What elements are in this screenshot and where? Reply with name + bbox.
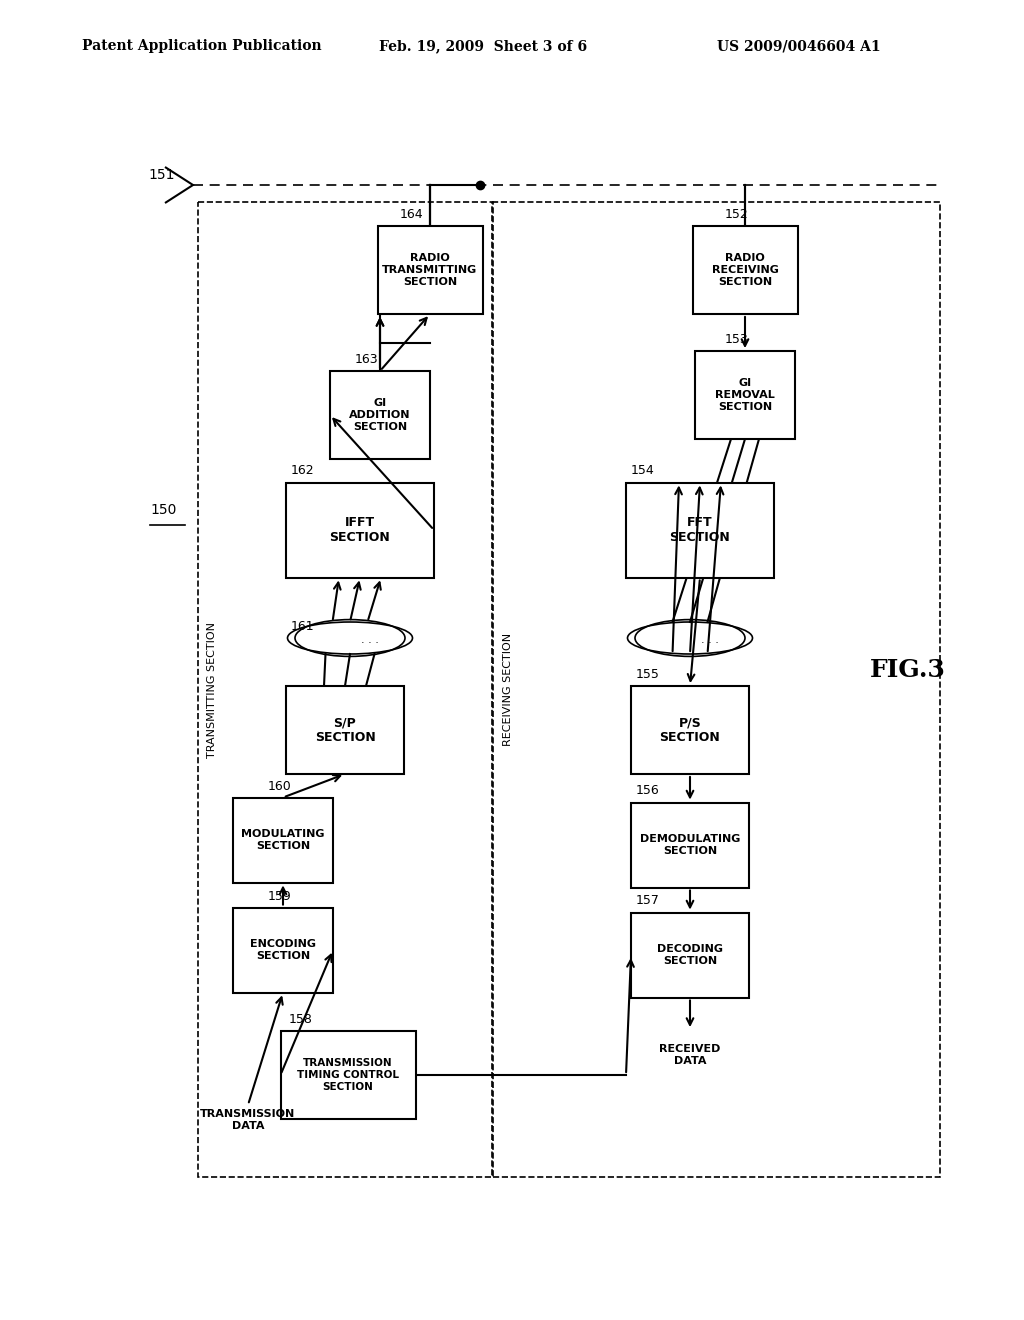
Text: Patent Application Publication: Patent Application Publication (82, 40, 322, 53)
Text: RECEIVING SECTION: RECEIVING SECTION (503, 632, 513, 746)
Text: 160: 160 (268, 780, 292, 792)
Bar (378, 226, 482, 314)
Text: . . .: . . . (361, 635, 379, 645)
Text: S/P
SECTION: S/P SECTION (314, 715, 376, 744)
Bar (198, 202, 493, 1177)
Text: DEMODULATING
SECTION: DEMODULATING SECTION (640, 834, 740, 855)
Text: ENCODING
SECTION: ENCODING SECTION (250, 940, 316, 961)
Bar (330, 371, 430, 459)
Bar (233, 797, 333, 883)
Text: TRANSMISSION
DATA: TRANSMISSION DATA (201, 1109, 296, 1131)
Text: 152: 152 (725, 209, 749, 220)
Text: 161: 161 (291, 620, 314, 634)
Text: RECEIVED
DATA: RECEIVED DATA (659, 1044, 721, 1065)
Text: 157: 157 (636, 895, 659, 908)
Bar (626, 483, 774, 578)
Bar (492, 202, 940, 1177)
Text: 164: 164 (400, 209, 424, 220)
Text: GI
REMOVAL
SECTION: GI REMOVAL SECTION (715, 379, 775, 412)
Text: TRANSMITTING SECTION: TRANSMITTING SECTION (207, 622, 217, 758)
Bar (695, 351, 795, 440)
Text: 155: 155 (636, 668, 659, 681)
Text: MODULATING
SECTION: MODULATING SECTION (242, 829, 325, 851)
Bar (286, 686, 404, 774)
Text: 151: 151 (148, 168, 174, 182)
Bar (631, 912, 749, 998)
Text: Feb. 19, 2009  Sheet 3 of 6: Feb. 19, 2009 Sheet 3 of 6 (379, 40, 587, 53)
Text: RADIO
RECEIVING
SECTION: RADIO RECEIVING SECTION (712, 253, 778, 286)
Text: 163: 163 (355, 352, 379, 366)
Text: . . .: . . . (701, 635, 719, 645)
Text: GI
ADDITION
SECTION: GI ADDITION SECTION (349, 399, 411, 432)
Bar (233, 908, 333, 993)
Text: RADIO
TRANSMITTING
SECTION: RADIO TRANSMITTING SECTION (382, 253, 477, 286)
Text: IFFT
SECTION: IFFT SECTION (330, 516, 390, 544)
Text: 156: 156 (636, 784, 659, 797)
Text: TRANSMISSION
TIMING CONTROL
SECTION: TRANSMISSION TIMING CONTROL SECTION (297, 1059, 399, 1092)
Text: FIG.3: FIG.3 (870, 657, 946, 682)
Text: 150: 150 (150, 503, 176, 517)
Text: US 2009/0046604 A1: US 2009/0046604 A1 (717, 40, 881, 53)
Text: 162: 162 (291, 465, 314, 478)
Text: 159: 159 (268, 890, 292, 903)
Text: FFT
SECTION: FFT SECTION (670, 516, 730, 544)
Bar (631, 803, 749, 887)
Bar (692, 226, 798, 314)
Bar (286, 483, 434, 578)
Bar (631, 686, 749, 774)
Text: P/S
SECTION: P/S SECTION (659, 715, 720, 744)
Text: 153: 153 (725, 333, 749, 346)
Bar (281, 1031, 416, 1119)
Text: 158: 158 (289, 1012, 312, 1026)
Text: DECODING
SECTION: DECODING SECTION (657, 944, 723, 966)
Text: 154: 154 (631, 465, 654, 478)
